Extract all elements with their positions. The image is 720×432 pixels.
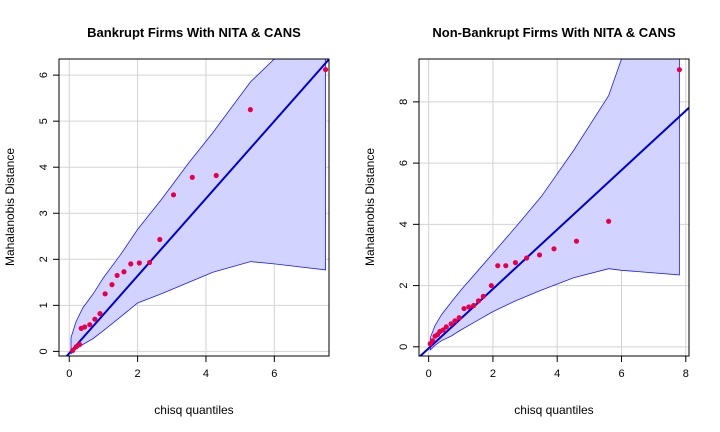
chart-panel-bankrupt: Bankrupt Firms With NITA & CANS chisq qu… — [3, 25, 330, 417]
confidence-envelope — [429, 59, 680, 351]
y-axis-label: Mahalanobis Distance — [363, 148, 377, 266]
data-point — [551, 246, 557, 252]
y-tick-label: 6 — [398, 160, 410, 166]
chart-title: Bankrupt Firms With NITA & CANS — [87, 25, 301, 40]
y-axis-label: Mahalanobis Distance — [3, 148, 17, 266]
x-axis-label: chisq quantiles — [514, 403, 593, 417]
data-point — [121, 269, 127, 275]
y-tick-label: 3 — [38, 210, 50, 216]
data-point — [322, 66, 329, 73]
y-tick-label: 2 — [38, 256, 50, 262]
data-point — [102, 291, 108, 297]
data-point — [440, 327, 446, 333]
data-point — [136, 260, 142, 266]
y-tick-label: 8 — [398, 99, 410, 105]
y-tick-label: 5 — [38, 118, 50, 124]
x-tick-label: 0 — [426, 368, 432, 380]
reference-line — [419, 107, 689, 356]
y-tick-label: 6 — [38, 72, 50, 78]
plot-frame — [418, 58, 690, 357]
plot-frame — [58, 58, 330, 357]
x-tick-label: 6 — [271, 368, 277, 380]
data-point — [247, 107, 253, 113]
data-point — [471, 302, 477, 309]
data-point — [456, 315, 462, 321]
data-point — [676, 67, 682, 73]
reference-line — [65, 59, 329, 356]
data-point — [466, 304, 472, 310]
data-point — [606, 218, 612, 224]
data-point — [573, 238, 580, 244]
x-tick-label: 4 — [203, 368, 209, 380]
data-point — [128, 261, 134, 267]
data-point — [92, 316, 98, 322]
data-point — [512, 260, 519, 266]
data-point — [524, 255, 530, 261]
data-point — [213, 172, 219, 179]
data-point — [109, 282, 115, 288]
data-point — [443, 324, 449, 330]
data-point — [448, 321, 454, 327]
x-tick-label: 8 — [683, 368, 689, 380]
data-point — [170, 192, 177, 198]
data-point — [157, 236, 163, 243]
data-point — [475, 298, 482, 304]
x-tick-label: 0 — [66, 368, 72, 380]
data-point — [189, 174, 195, 180]
x-tick-label: 4 — [554, 368, 560, 380]
data-point — [76, 341, 83, 348]
y-tick-label: 0 — [398, 344, 410, 350]
x-tick-label: 2 — [490, 368, 496, 380]
data-point — [503, 263, 509, 269]
chart-panel-non-bankrupt: Non-Bankrupt Firms With NITA & CANS chis… — [363, 25, 690, 417]
data-point — [82, 324, 88, 330]
data-point — [97, 311, 103, 317]
data-point — [87, 322, 93, 328]
chart-title: Non-Bankrupt Firms With NITA & CANS — [432, 25, 676, 40]
data-point — [488, 282, 494, 289]
y-tick-label: 2 — [398, 283, 410, 289]
data-point — [536, 252, 543, 258]
x-tick-label: 6 — [618, 368, 624, 380]
y-tick-label: 4 — [398, 221, 410, 227]
x-tick-label: 2 — [135, 368, 141, 380]
data-point — [114, 272, 120, 279]
data-point — [429, 338, 436, 344]
y-tick-label: 0 — [38, 348, 50, 354]
x-axis-label: chisq quantiles — [154, 403, 233, 417]
data-point — [461, 305, 467, 312]
y-tick-label: 4 — [38, 164, 50, 170]
data-point — [480, 293, 486, 299]
data-point — [146, 259, 153, 266]
y-tick-label: 1 — [38, 302, 50, 308]
plot-area — [419, 59, 689, 356]
data-point — [495, 263, 501, 269]
data-point — [452, 318, 458, 324]
plot-area — [59, 59, 329, 356]
data-point — [70, 347, 76, 354]
